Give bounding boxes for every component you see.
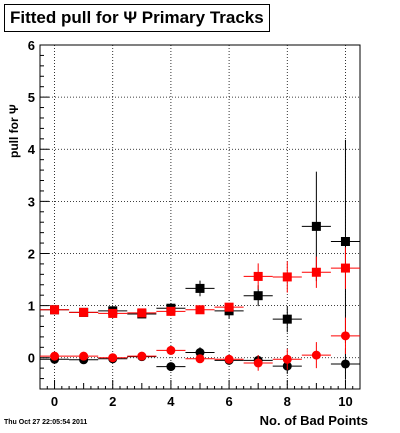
data-point-square [50,305,60,315]
data-point-square [195,305,205,315]
x-axis-label: No. of Bad Points [259,413,368,428]
data-point-square [137,308,147,318]
data-point-square [282,272,292,282]
data-point-square [195,283,205,293]
data-point-square [282,314,292,324]
x-tick-label: 0 [51,394,58,409]
data-point-square [253,271,263,281]
data-point-circle [340,359,350,369]
data-point-square [253,291,263,301]
data-point-circle [195,348,205,358]
data-point-square [108,308,118,318]
data-point-circle [195,354,205,364]
data-point-square [224,302,234,312]
data-point-square [311,221,321,231]
x-tick-label: 6 [225,394,232,409]
data-point-circle [108,353,118,363]
data-point-circle [50,351,60,361]
x-tick-label: 10 [338,394,352,409]
y-tick-label: 4 [28,142,36,157]
x-tick-label: 2 [109,394,116,409]
x-tick-label: 8 [284,394,291,409]
data-point-square [311,267,321,277]
data-point-circle [166,345,176,355]
data-point-circle [79,351,89,361]
data-point-square [166,306,176,316]
data-point-circle [224,354,234,364]
data-point-circle [166,362,176,372]
data-point-circle [311,350,321,360]
y-axis-label: pull for Ψ [7,104,21,158]
plot-frame [39,44,361,390]
data-point-square [340,263,350,273]
timestamp: Thu Oct 27 22:05:54 2011 [4,419,88,426]
data-point-square [79,307,89,317]
y-tick-label: 1 [28,299,35,314]
data-point-square [340,236,350,246]
data-point-circle [282,354,292,364]
y-tick-label: 5 [28,90,35,105]
x-tick-label: 4 [167,394,175,409]
y-tick-label: 3 [28,194,35,209]
y-tick-label: 0 [28,351,35,366]
y-tick-label: 6 [28,38,35,53]
data-point-circle [137,351,147,361]
y-tick-label: 2 [28,246,35,261]
data-point-circle [340,331,350,341]
chart-title: Fitted pull for Ψ Primary Tracks [4,4,270,32]
data-point-circle [253,358,263,368]
